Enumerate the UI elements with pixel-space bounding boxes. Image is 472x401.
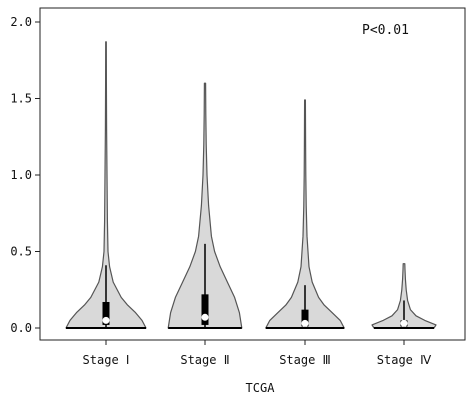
- violin-4: [371, 263, 437, 329]
- plot-frame: [39, 7, 466, 341]
- violin-body: [167, 82, 243, 329]
- y-tick-label: 1.5: [10, 92, 32, 106]
- iqr-box: [201, 294, 209, 325]
- p-value-annotation: P<0.01: [362, 23, 409, 38]
- y-tick-label: 2.0: [10, 15, 32, 29]
- violin-2: [167, 82, 243, 329]
- iqr-box: [301, 309, 309, 327]
- median-point: [102, 316, 110, 324]
- median-point: [301, 319, 309, 327]
- x-tick-label: Stage Ⅰ: [83, 353, 130, 367]
- violin-body: [65, 41, 147, 329]
- violin-body: [371, 263, 437, 329]
- x-tick-label: Stage Ⅳ: [377, 353, 431, 367]
- x-tick-label: Stage Ⅱ: [180, 353, 229, 367]
- median-point: [201, 313, 209, 321]
- x-axis-label: TCGA: [246, 381, 276, 395]
- y-tick-label: 1.0: [10, 168, 32, 182]
- violin-3: [265, 99, 345, 329]
- y-tick-label: 0.0: [10, 321, 32, 335]
- median-point: [400, 319, 408, 327]
- y-tick-label: 0.5: [10, 245, 32, 259]
- violins: [65, 41, 437, 329]
- x-axis: Stage Ⅰ Stage Ⅱ Stage Ⅲ Stage Ⅳ: [83, 340, 431, 367]
- violin-1: [65, 41, 147, 329]
- violin-body: [265, 99, 345, 329]
- x-tick-label: Stage Ⅲ: [279, 353, 331, 367]
- iqr-box: [102, 301, 110, 325]
- y-axis: 0.0 0.5 1.0 1.5 2.0: [10, 15, 40, 335]
